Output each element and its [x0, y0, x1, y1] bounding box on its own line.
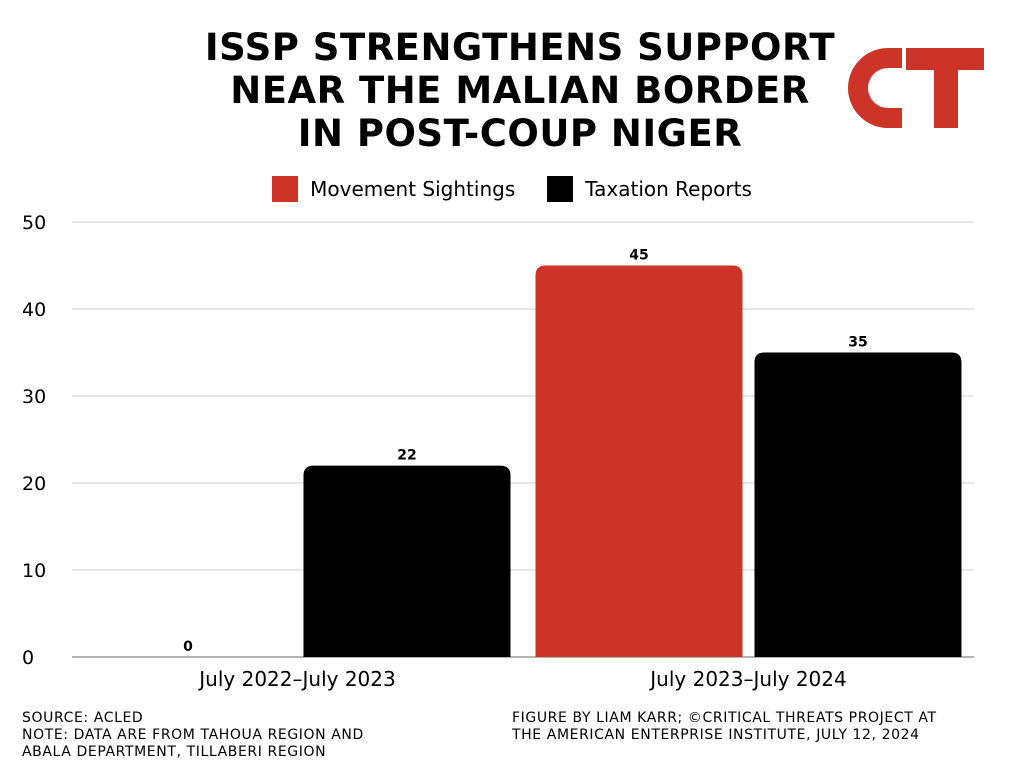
- legend-item-taxation: Taxation Reports: [547, 176, 752, 202]
- footer-credit: FIGURE BY LIAM KARR; ©CRITICAL THREATS P…: [512, 710, 937, 744]
- data-label-taxation-reports-1: 22: [397, 448, 416, 464]
- footer-source-line-1: SOURCE: ACLED: [22, 710, 144, 726]
- bar-taxation-reports-1: [303, 465, 511, 657]
- footer-source-line-3: ABALA DEPARTMENT, TILLABERI REGION: [22, 744, 327, 760]
- y-tick-label-20: 20: [22, 473, 46, 495]
- title-line-1: ISSP STRENGTHENS SUPPORT: [204, 26, 836, 69]
- legend-label-movement: Movement Sightings: [310, 177, 516, 201]
- y-tick-label-10: 10: [22, 560, 46, 582]
- x-tick-label-2: July 2023–July 2024: [648, 667, 846, 691]
- x-tick-label-1: July 2022–July 2023: [197, 667, 395, 691]
- bar-taxation-reports-2: [754, 352, 962, 657]
- legend-swatch-taxation: [547, 176, 574, 202]
- data-label-taxation-reports-2: 35: [848, 335, 867, 351]
- legend-swatch-movement: [272, 176, 299, 202]
- title-line-2: NEAR THE MALIAN BORDER: [230, 69, 810, 112]
- y-tick-label-50: 50: [22, 212, 46, 234]
- y-tick-label-40: 40: [22, 299, 46, 321]
- footer-credit-line-1: FIGURE BY LIAM KARR; ©CRITICAL THREATS P…: [512, 710, 937, 726]
- logo-c-shape: [848, 48, 902, 128]
- chart-title: ISSP STRENGTHENS SUPPORT NEAR THE MALIAN…: [150, 26, 890, 155]
- title-line-3: IN POST-COUP NIGER: [297, 112, 743, 155]
- ct-logo: CT: [848, 48, 984, 128]
- footer-source: SOURCE: ACLED NOTE: DATA ARE FROM TAHOUA…: [22, 710, 364, 761]
- footer-source-line-2: NOTE: DATA ARE FROM TAHOUA REGION AND: [22, 727, 364, 743]
- logo-t-stem: [934, 48, 958, 128]
- footer-credit-line-2: THE AMERICAN ENTERPRISE INSTITUTE, JULY …: [512, 727, 920, 743]
- bar-movement-sightings-2: [535, 265, 743, 657]
- data-label-movement-sightings-1: 0: [183, 639, 193, 655]
- legend-item-movement: Movement Sightings: [272, 176, 515, 202]
- bar-chart: 0 10 20 30 40 50 0 22 July 2022–July 2023 45 35 Jul…: [22, 212, 974, 691]
- legend-label-taxation: Taxation Reports: [585, 177, 752, 201]
- data-label-movement-sightings-2: 45: [629, 248, 648, 264]
- y-tick-label-0: 0: [22, 647, 34, 669]
- legend: Movement Sightings Taxation Reports: [0, 174, 1024, 204]
- y-tick-label-30: 30: [22, 386, 46, 408]
